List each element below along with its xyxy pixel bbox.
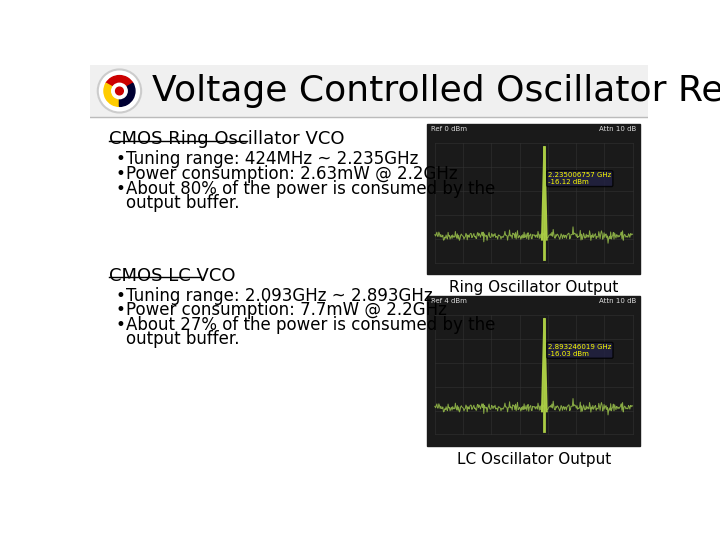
Text: •: •	[116, 301, 125, 319]
Text: CMOS Ring Oscillator VCO: CMOS Ring Oscillator VCO	[109, 130, 345, 148]
Wedge shape	[106, 76, 133, 91]
Text: 2.235006757 GHz
-16.12 dBm: 2.235006757 GHz -16.12 dBm	[548, 172, 611, 185]
Text: Tuning range: 424MHz ~ 2.235GHz: Tuning range: 424MHz ~ 2.235GHz	[127, 150, 419, 168]
Text: •: •	[116, 287, 125, 305]
Circle shape	[98, 70, 141, 112]
Bar	[427, 296, 640, 446]
Wedge shape	[104, 83, 120, 106]
Text: Attn 10 dB: Attn 10 dB	[599, 126, 636, 132]
Text: Voltage Controlled Oscillator Results: Voltage Controlled Oscillator Results	[152, 74, 720, 108]
Text: output buffer.: output buffer.	[127, 330, 240, 348]
Text: output buffer.: output buffer.	[127, 194, 240, 212]
Text: Ref 4 dBm: Ref 4 dBm	[431, 298, 467, 304]
Text: •: •	[116, 150, 125, 168]
Bar	[427, 124, 640, 274]
Text: Power consumption: 7.7mW @ 2.2GHz: Power consumption: 7.7mW @ 2.2GHz	[127, 301, 447, 319]
Text: Ring Oscillator Output: Ring Oscillator Output	[449, 280, 618, 295]
Text: Attn 10 dB: Attn 10 dB	[599, 298, 636, 304]
Text: Ref 0 dBm: Ref 0 dBm	[431, 126, 467, 132]
Wedge shape	[120, 83, 135, 106]
Text: •: •	[116, 179, 125, 198]
Text: •: •	[116, 316, 125, 334]
Text: Power consumption: 2.63mW @ 2.2GHz: Power consumption: 2.63mW @ 2.2GHz	[127, 165, 458, 183]
Text: About 27% of the power is consumed by the: About 27% of the power is consumed by th…	[127, 316, 496, 334]
Text: LC Oscillator Output: LC Oscillator Output	[456, 452, 611, 467]
Circle shape	[112, 83, 127, 99]
Text: •: •	[116, 165, 125, 183]
Circle shape	[116, 87, 123, 95]
Bar	[90, 65, 648, 117]
Text: 2.893246019 GHz
-16.03 dBm: 2.893246019 GHz -16.03 dBm	[548, 344, 611, 357]
Text: About 80% of the power is consumed by the: About 80% of the power is consumed by th…	[127, 179, 495, 198]
Text: CMOS LC VCO: CMOS LC VCO	[109, 267, 236, 285]
Text: Tuning range: 2.093GHz ~ 2.893GHz: Tuning range: 2.093GHz ~ 2.893GHz	[127, 287, 433, 305]
